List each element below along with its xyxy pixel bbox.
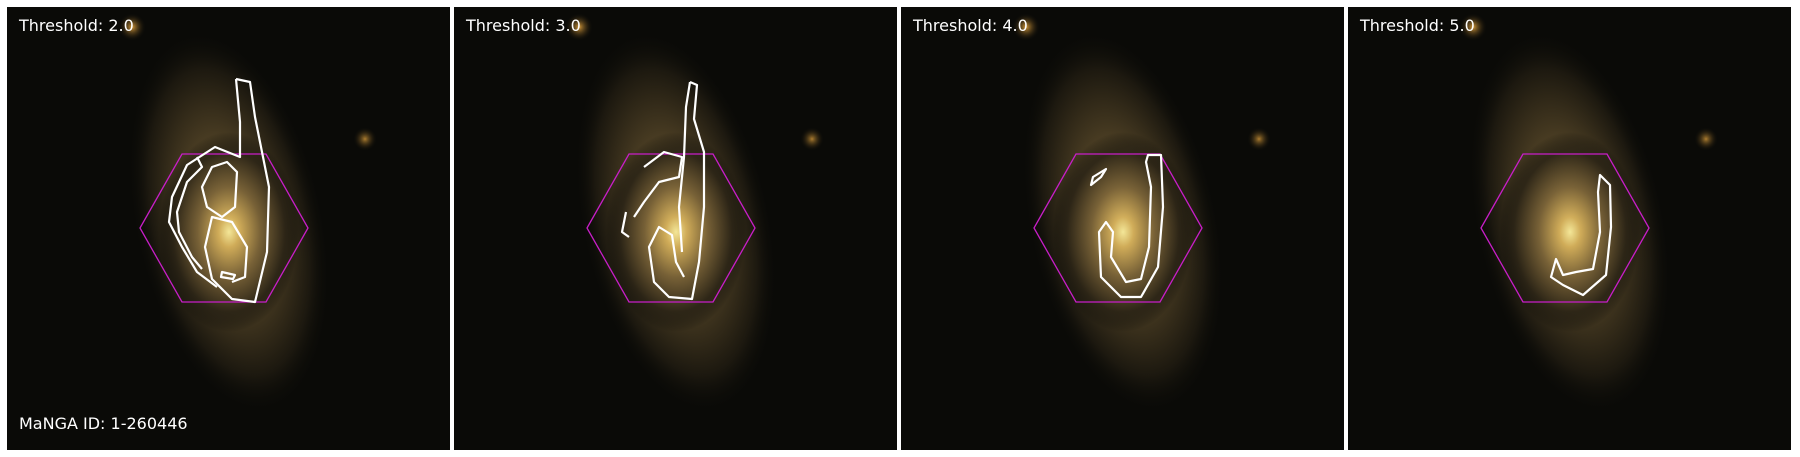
threshold-label: Threshold: 5.0 — [1360, 16, 1475, 35]
star-blob — [800, 127, 824, 151]
threshold-label: Threshold: 3.0 — [466, 16, 581, 35]
galaxy-image — [7, 7, 450, 450]
image-panel-threshold-4: Threshold: 4.0 — [901, 7, 1344, 450]
star-blob — [565, 13, 593, 41]
star-blob — [1247, 127, 1271, 151]
galaxy-image — [901, 7, 1344, 450]
threshold-contours — [167, 77, 271, 304]
star-blob — [1012, 13, 1040, 41]
threshold-contours — [620, 80, 706, 301]
galaxy-image — [454, 7, 897, 450]
threshold-contours — [1549, 173, 1613, 297]
ifu-hexagon — [139, 153, 309, 303]
image-panel-threshold-5: Threshold: 5.0 — [1348, 7, 1791, 450]
image-panel-threshold-2: Threshold: 2.0 MaNGA ID: 1-260446 — [7, 7, 450, 450]
ifu-hexagon — [586, 153, 756, 303]
image-panel-threshold-3: Threshold: 3.0 — [454, 7, 897, 450]
star-blob — [118, 13, 146, 41]
galaxy-id-label: MaNGA ID: 1-260446 — [19, 414, 188, 433]
galaxy-image — [1348, 7, 1791, 450]
ifu-hexagon — [1480, 153, 1650, 303]
star-blob — [1459, 13, 1487, 41]
threshold-contours — [1089, 153, 1165, 299]
star-blob — [1694, 127, 1718, 151]
threshold-label: Threshold: 4.0 — [913, 16, 1028, 35]
star-blob — [353, 127, 377, 151]
threshold-label: Threshold: 2.0 — [19, 16, 134, 35]
